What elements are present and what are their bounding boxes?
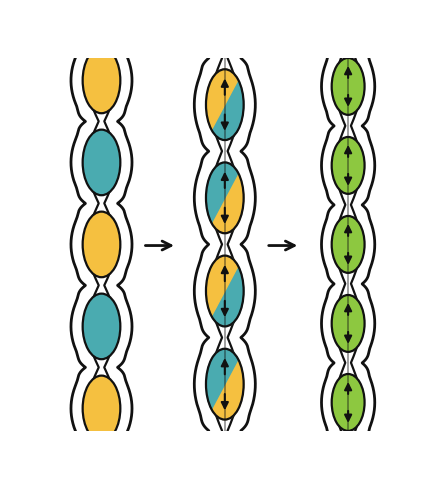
Polygon shape — [211, 80, 244, 140]
Ellipse shape — [83, 212, 120, 277]
Polygon shape — [211, 359, 244, 420]
Ellipse shape — [332, 374, 365, 431]
Polygon shape — [206, 69, 238, 130]
Polygon shape — [211, 266, 244, 326]
Ellipse shape — [332, 295, 365, 352]
Ellipse shape — [83, 47, 120, 113]
Ellipse shape — [332, 216, 365, 273]
Ellipse shape — [83, 294, 120, 359]
Ellipse shape — [83, 376, 120, 441]
Ellipse shape — [83, 130, 120, 195]
Ellipse shape — [332, 58, 365, 115]
Polygon shape — [206, 256, 238, 316]
Polygon shape — [206, 163, 238, 223]
Polygon shape — [206, 349, 238, 409]
Polygon shape — [211, 173, 244, 233]
Ellipse shape — [332, 137, 365, 194]
